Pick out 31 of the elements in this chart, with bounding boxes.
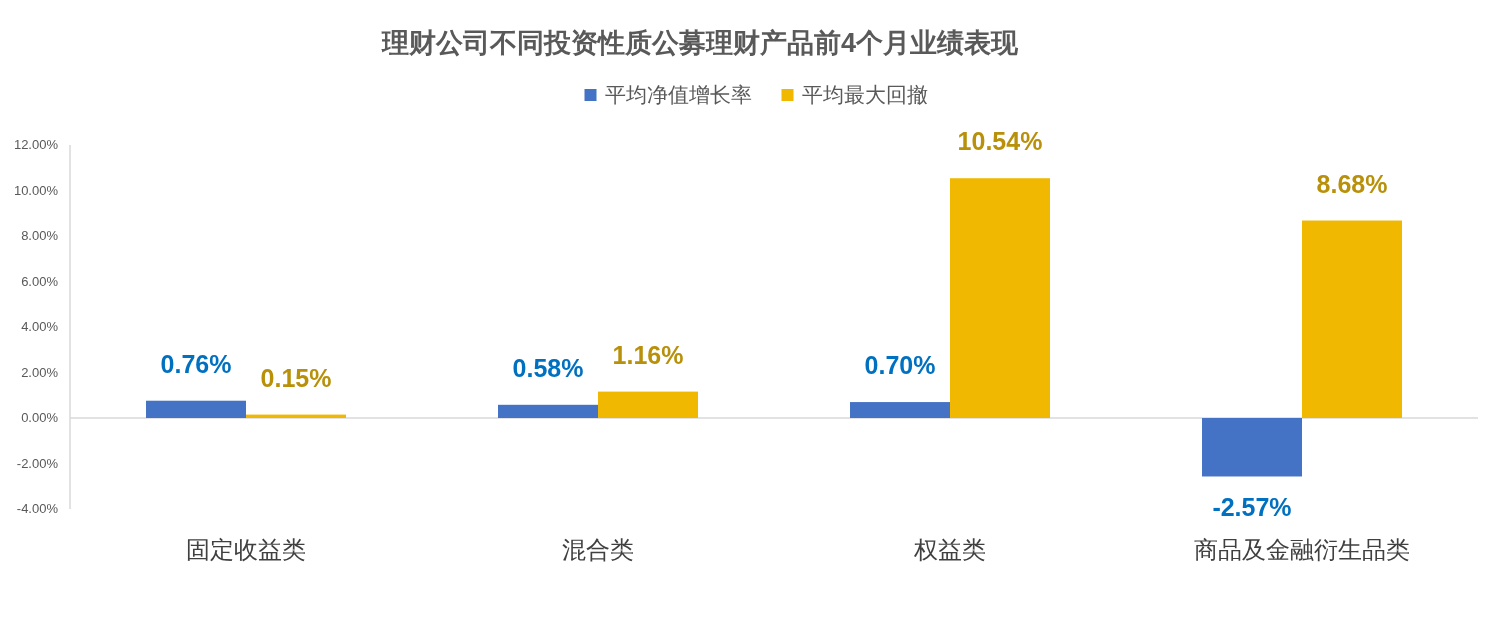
y-tick-label: -4.00% <box>16 501 59 516</box>
y-tick-label: 6.00% <box>21 273 59 289</box>
data-label: 0.70% <box>864 351 936 380</box>
y-tick-label: 8.00% <box>21 228 59 243</box>
bar <box>1302 220 1402 418</box>
x-tick-label: 权益类 <box>913 536 986 563</box>
y-tick-label: -2.00% <box>16 455 59 471</box>
bar <box>850 402 950 418</box>
bar <box>598 391 698 418</box>
y-tick-label: 0.00% <box>21 410 59 425</box>
bar <box>950 178 1050 418</box>
data-label: 0.58% <box>512 353 584 382</box>
chart-title: 理财公司不同投资性质公募理财产品前4个月业绩表现 <box>380 28 1019 58</box>
x-tick-label: 混合类 <box>562 536 634 563</box>
data-label: 8.68% <box>1316 169 1388 198</box>
data-label: 10.54% <box>957 127 1043 156</box>
data-label: -2.57% <box>1212 493 1292 522</box>
bar <box>146 400 246 418</box>
y-tick-label: 12.00% <box>13 137 59 152</box>
legend-label: 平均最大回撤 <box>801 83 928 106</box>
y-tick-label: 10.00% <box>13 182 59 198</box>
legend-label: 平均净值增长率 <box>604 83 752 106</box>
data-label: 0.15% <box>260 363 332 392</box>
bar <box>1202 418 1302 477</box>
bar <box>498 404 598 418</box>
x-tick-label: 商品及金融衍生品类 <box>1194 536 1410 563</box>
y-tick-label: 2.00% <box>21 364 59 380</box>
x-tick-label: 固定收益类 <box>186 536 306 563</box>
data-label: 0.76% <box>160 349 232 378</box>
y-tick-label: 4.00% <box>21 319 59 334</box>
data-label: 1.16% <box>612 340 684 369</box>
